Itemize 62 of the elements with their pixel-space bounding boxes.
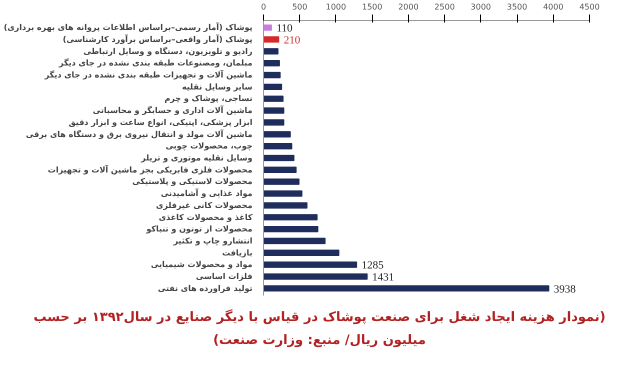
bar [264, 36, 280, 43]
bar [264, 273, 368, 280]
bar [264, 202, 308, 209]
bar [264, 96, 284, 102]
bar [264, 131, 291, 138]
x-tick-label: 2500 [434, 2, 455, 12]
bar [264, 285, 550, 292]
y-tick-label: تولید فراورده های نفتی [158, 284, 253, 293]
bar [264, 250, 340, 256]
text: (نمودار هزینه ایجاد شغل برای صنعت پوشاک در قیاس با دیگر صنایع در سال۱۳۹۲ بر حسب میلیون ریال/ منبع: وزارت صنعت) [33, 309, 606, 350]
x-tick-label: 1000 [326, 2, 346, 12]
y-tick-label: نساجی، پوشاک و چرم [164, 94, 252, 104]
x-tick-label: 3000 [470, 2, 492, 12]
bar [264, 166, 297, 174]
y-tick-label: ماشین آلات مولد و انتقال نیروی برق و دستگاه های برقی [26, 128, 253, 139]
bar [264, 142, 292, 150]
y-tick-label: ماشین آلات اداری و حسابگر و محاسباتی [92, 105, 253, 116]
y-tick-label: کاغذ و محصولات کاغذی [158, 212, 253, 222]
y-tick-label: مواد غذایی و آشامیدنی [160, 188, 253, 198]
bar [264, 72, 281, 78]
x-tick-label: 0 [260, 2, 266, 12]
bar [264, 154, 294, 162]
data-label: 1285 [362, 260, 384, 272]
x-tick-label: 500 [292, 2, 308, 12]
y-tick-label: محصولات کانی غیرفلزی [156, 200, 253, 210]
y-tick-label: چوب، محصولات چوبی [166, 142, 253, 151]
y-tick-label: پوشاک (آمار واقعی–براساس برآورد کارشناسی) [62, 34, 253, 44]
bar [264, 226, 318, 232]
bar [264, 107, 284, 114]
y-tick-label: محصولات لاستیکی و پلاستیکی [132, 177, 253, 186]
data-label: 210 [284, 34, 301, 46]
y-tick-label: ابزار پزشکی، اپتیکی، انواع ساعت و ابزار دقیق [68, 118, 253, 127]
y-tick-label: بازیافت [222, 248, 252, 258]
y-tick-label: رادیو و تلویزیون، دستگاه و وسایل ارتباطی [83, 46, 253, 56]
y-tick-label: انتشارو چاپ و تکثیر [172, 236, 253, 246]
bar [264, 178, 300, 185]
y-tick-label: مبلمان، ومصنوعات طبقه بندی نشده در جای دیگر [58, 58, 253, 68]
bar [264, 60, 280, 66]
bar [264, 119, 284, 126]
y-tick-label: ماشین آلات و تجهیزات طبقه بندی نشده در جای دیگر [44, 70, 253, 80]
bar [264, 214, 318, 220]
y-tick-label: محصولات از توتون و تنباکو [145, 224, 253, 234]
bar [264, 190, 302, 197]
bar [264, 48, 278, 54]
data-label: 110 [276, 22, 294, 35]
y-tick-label: سایر وسایل نقلیه [182, 82, 253, 92]
y-tick-label: پوشاک (آمار رسمی–براساس اطلاعات پروانه های بهره برداری) [4, 22, 253, 32]
x-tick-label: 4500 [579, 2, 600, 12]
x-tick-label: 3500 [506, 2, 528, 12]
data-label: 1431 [372, 272, 394, 284]
y-tick-label: وسایل نقلیه موتوری و تریلر [140, 154, 253, 162]
bar [264, 262, 358, 268]
y-tick-label: محصولات فلزی فابریکی بجز ماشین آلات و تجهیزات [48, 164, 253, 174]
y-tick-label: مواد و محصولات شیمیایی [150, 260, 253, 270]
y-tick-label: فلزات اساسی [196, 272, 253, 282]
x-tick-label: 4000 [543, 2, 564, 12]
x-tick-label: 1500 [362, 2, 382, 12]
bar [264, 238, 326, 244]
bar [264, 24, 272, 31]
data-label: 3938 [554, 283, 576, 296]
bar [264, 84, 282, 90]
x-tick-label: 2000 [398, 2, 419, 12]
